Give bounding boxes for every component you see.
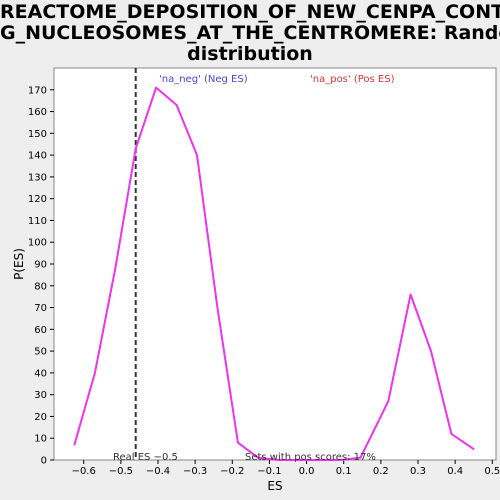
series-point (217, 307, 219, 309)
y-tick-label: 120 (28, 194, 47, 205)
x-tick-label: −0.4 (146, 466, 170, 477)
y-tick-label: 20 (34, 412, 47, 423)
x-tick-label: 0.2 (373, 466, 389, 477)
y-tick-label: 40 (34, 368, 47, 379)
y-tick-label: 100 (28, 238, 47, 249)
y-tick-label: 150 (28, 129, 47, 140)
pos-scores-annotation: Sets with pos scores: 17% (245, 452, 376, 463)
y-tick-label: 140 (28, 151, 47, 162)
series-point (473, 448, 475, 450)
y-axis-label: P(ES) (12, 248, 26, 280)
series-point (451, 433, 453, 435)
series-point (74, 444, 76, 446)
x-tick-label: −0.5 (109, 466, 133, 477)
series-point (135, 148, 137, 150)
x-tick-label: 0.4 (447, 466, 463, 477)
plot-area (54, 68, 496, 460)
y-tick-label: 90 (34, 260, 47, 271)
x-tick-label: 0.0 (299, 466, 315, 477)
x-tick-label: −0.6 (72, 466, 96, 477)
x-tick-label: 0.5 (484, 466, 500, 477)
series-point (94, 372, 96, 374)
series-point (196, 154, 198, 156)
series-point (410, 294, 412, 296)
y-tick-label: 30 (34, 390, 47, 401)
y-tick-label: 70 (34, 303, 47, 314)
x-tick-label: 0.3 (410, 466, 426, 477)
y-tick-label: 110 (28, 216, 47, 227)
legend-pos-es: 'na_pos' (Pos ES) (310, 74, 395, 85)
y-tick-label: 50 (34, 347, 47, 358)
y-tick-label: 160 (28, 107, 47, 118)
x-tick-label: 0.1 (336, 466, 352, 477)
y-tick-label: 170 (28, 85, 47, 96)
y-tick-label: 60 (34, 325, 47, 336)
y-tick-label: 80 (34, 281, 47, 292)
series-point (237, 442, 239, 444)
y-tick-label: 130 (28, 172, 47, 183)
x-tick-label: −0.1 (257, 466, 281, 477)
series-point (387, 400, 389, 402)
series-point (430, 350, 432, 352)
series-point (176, 104, 178, 106)
series-point (114, 268, 116, 270)
x-tick-label: −0.3 (183, 466, 207, 477)
x-axis-label: ES (267, 479, 282, 493)
y-tick-label: 0 (41, 456, 47, 467)
x-tick-label: −0.2 (220, 466, 244, 477)
legend-neg-es: 'na_neg' (Neg ES) (159, 74, 248, 85)
series-point (155, 87, 157, 89)
y-tick-label: 10 (34, 434, 47, 445)
y-axis-ticks: 0 10 20 30 40 50 60 70 80 90 100 110 120 130 140 150 160… (28, 85, 54, 466)
real-es-label: Real ES −0.5 (113, 452, 178, 463)
